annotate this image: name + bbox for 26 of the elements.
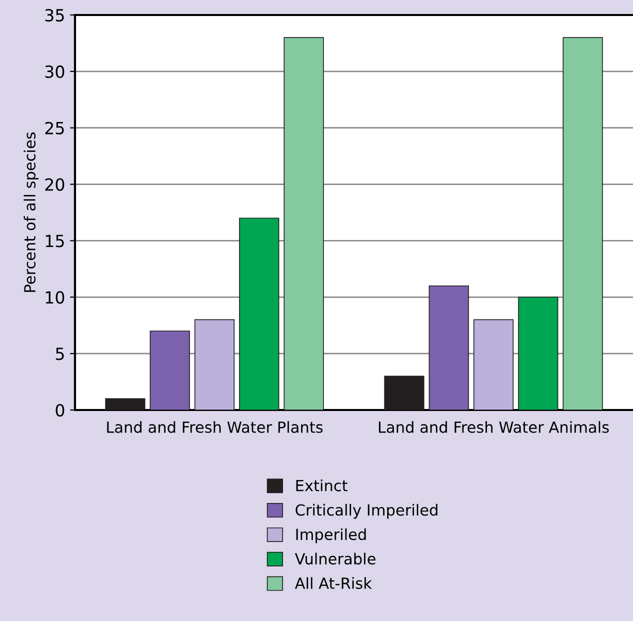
bar [473,319,514,410]
legend-label: Vulnerable [294,552,376,565]
legend-label: Extinct [296,480,348,492]
x-tick-label: Land and Fresh Water Animals [378,421,609,433]
legend-label: Imperiled [296,528,366,544]
legend-label: All At-Risk [294,577,372,589]
bar [194,319,235,410]
bar [239,218,280,410]
y-tick-label: 15 [46,234,64,248]
y-tick-label: 0 [56,404,64,417]
y-axis-title: Percent of all species [24,132,39,292]
bar [518,296,558,410]
bar [150,330,190,410]
y-tick-label: 35 [45,8,64,22]
y-tick-label: 30 [45,65,64,78]
y-tick-label: 25 [45,122,64,134]
legend-label: Critically Imperiled [296,504,438,519]
bar [562,37,603,410]
x-tick-label: Land and Fresh Water Plants [107,421,323,433]
y-tick-label: 20 [45,178,64,191]
bar [284,37,324,410]
bar [384,376,424,410]
y-tick-label: 5 [56,348,64,360]
bar [428,285,469,410]
bar [105,398,146,410]
y-tick-label: 10 [46,291,64,304]
